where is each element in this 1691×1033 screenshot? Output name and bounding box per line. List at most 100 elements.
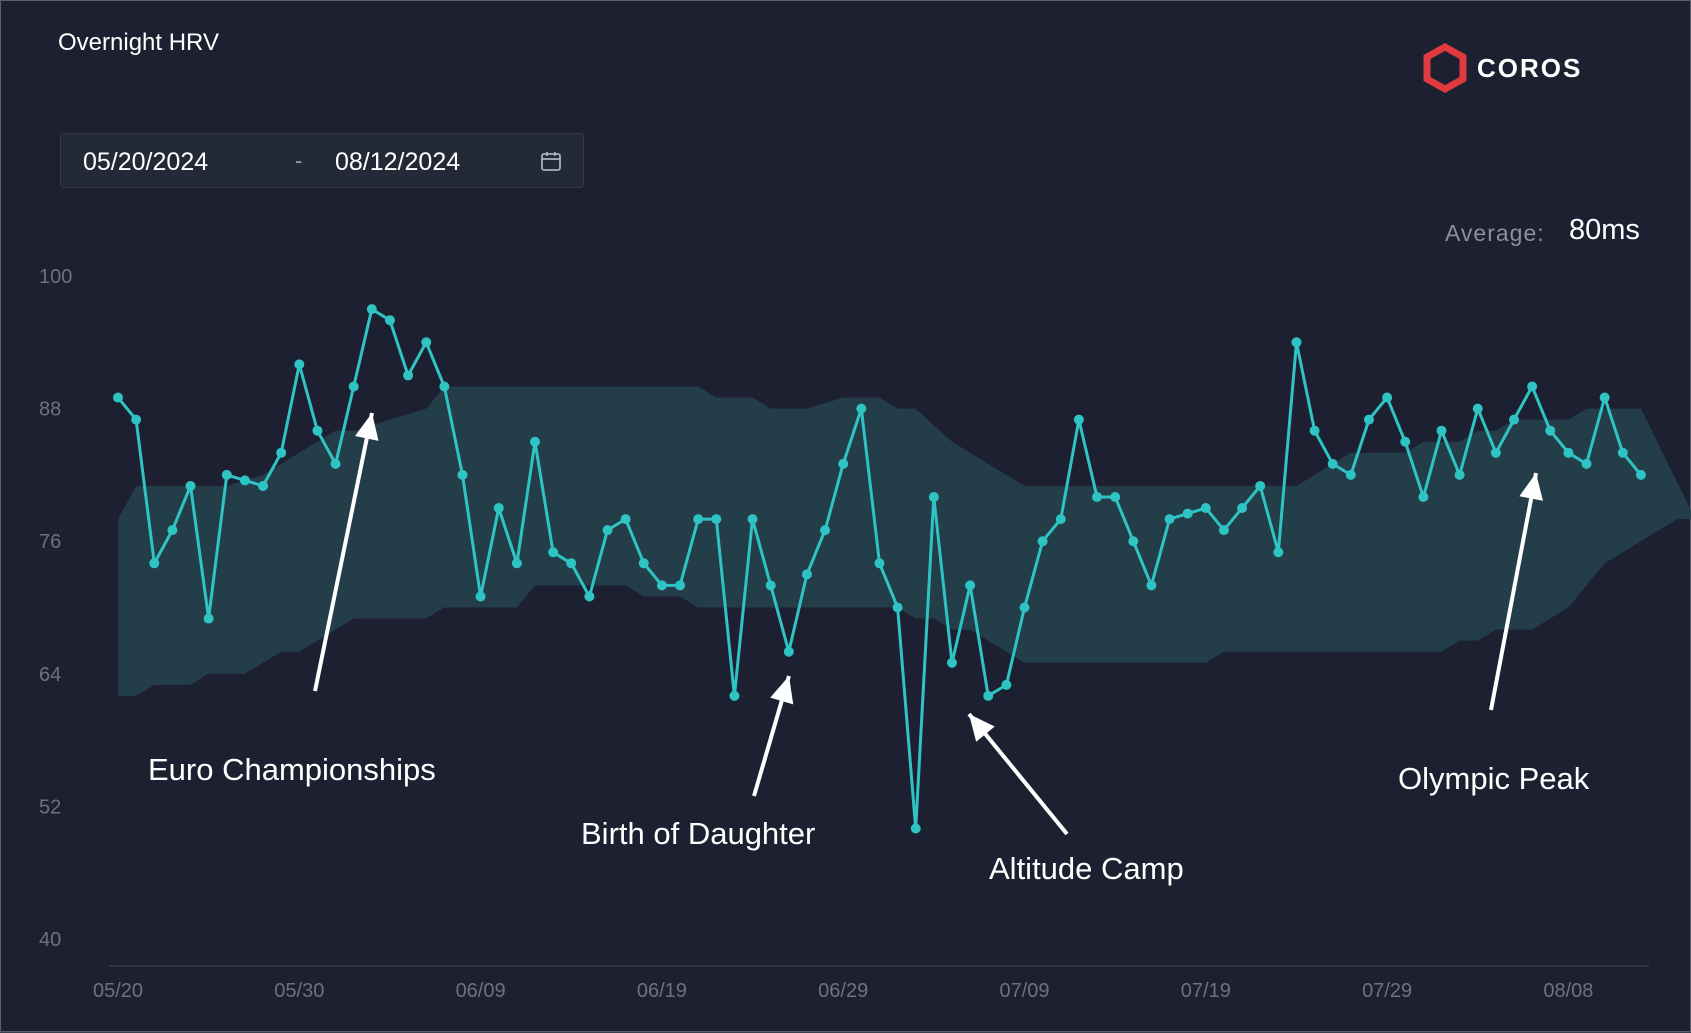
y-tick-label: 52 [39,796,61,818]
hrv-point[interactable] [783,646,794,657]
hrv-point[interactable] [221,469,232,480]
hrv-point[interactable] [511,558,522,569]
hrv-point[interactable] [656,580,667,591]
hrv-point[interactable] [1490,447,1501,458]
hrv-point[interactable] [856,403,867,414]
hrv-point[interactable] [239,475,250,486]
hrv-point[interactable] [1273,547,1284,558]
hrv-point[interactable] [1418,492,1429,502]
hrv-point[interactable] [693,514,704,525]
average-value: 80ms [1569,214,1640,246]
hrv-point[interactable] [366,304,377,315]
hrv-point[interactable] [1436,425,1447,436]
hrv-point[interactable] [928,492,939,502]
hrv-point[interactable] [820,525,831,536]
annotation-arrowhead [969,714,995,742]
hrv-point[interactable] [1527,381,1538,392]
hrv-point[interactable] [892,602,903,613]
hrv-point[interactable] [1037,536,1048,547]
hrv-point[interactable] [566,558,577,569]
hrv-point[interactable] [1345,469,1356,480]
hrv-point[interactable] [584,591,595,602]
logo-wordmark: COROS [1477,53,1582,83]
hrv-point[interactable] [983,690,994,701]
hrv-point[interactable] [965,580,976,591]
hrv-point[interactable] [475,591,486,602]
date-range-picker[interactable]: 05/20/2024 - 08/12/2024 [60,133,584,188]
hrv-point[interactable] [421,337,432,348]
hrv-point[interactable] [1635,469,1646,480]
page-title: Overnight HRV [58,29,219,56]
hrv-point[interactable] [874,558,885,569]
hrv-point[interactable] [602,525,613,536]
hrv-point[interactable] [203,613,214,624]
hrv-point[interactable] [1200,503,1211,514]
hrv-point[interactable] [1581,458,1592,469]
hrv-point[interactable] [149,558,160,569]
hrv-point[interactable] [801,569,812,580]
hrv-point[interactable] [1110,492,1121,502]
hrv-point[interactable] [348,381,359,392]
hrv-point[interactable] [747,514,758,525]
end-date-input[interactable]: 08/12/2024 [335,148,461,176]
hrv-point[interactable] [765,580,776,591]
hrv-point[interactable] [1309,425,1320,436]
hrv-point[interactable] [1182,508,1193,519]
hrv-point[interactable] [330,458,341,469]
hrv-point[interactable] [1454,469,1465,480]
hrv-point[interactable] [1599,392,1610,403]
hrv-point[interactable] [1617,447,1628,458]
hrv-point[interactable] [1545,425,1556,436]
hrv-point[interactable] [1055,514,1066,525]
hrv-point[interactable] [1400,436,1411,447]
calendar-icon[interactable] [539,149,563,173]
hrv-point[interactable] [946,657,957,668]
hrv-point[interactable] [258,480,269,491]
hrv-point[interactable] [1509,414,1520,425]
x-tick-label: 08/08 [1543,980,1593,1002]
hrv-point[interactable] [1164,514,1175,525]
hrv-point[interactable] [1327,458,1338,469]
hrv-point[interactable] [167,525,178,536]
hrv-point[interactable] [276,447,287,458]
hrv-point[interactable] [1382,392,1393,403]
hrv-point[interactable] [838,458,849,469]
hrv-point[interactable] [675,580,686,591]
hrv-point[interactable] [1291,337,1302,348]
hrv-point[interactable] [439,381,450,392]
hrv-point[interactable] [1073,414,1084,425]
hrv-point[interactable] [294,359,305,370]
hrv-point[interactable] [185,480,196,491]
hrv-point[interactable] [1128,536,1139,547]
hrv-point[interactable] [910,823,921,834]
hrv-point[interactable] [729,690,740,701]
hrv-point[interactable] [529,436,540,447]
start-date-input[interactable]: 05/20/2024 [83,148,209,176]
hrv-point[interactable] [457,469,468,480]
annotations: Euro Championships Birth of Daughter Altit… [148,412,1590,886]
hrv-point[interactable] [1563,447,1574,458]
hrv-point[interactable] [131,414,142,425]
hrv-point[interactable] [493,503,504,514]
hrv-point[interactable] [312,425,323,436]
hrv-point[interactable] [1092,492,1103,502]
hrv-point[interactable] [1472,403,1483,414]
hrv-point[interactable] [403,370,414,381]
hrv-point[interactable] [1146,580,1157,591]
hrv-point[interactable] [1218,525,1229,536]
hrv-point[interactable] [1363,414,1374,425]
hrv-point[interactable] [384,315,395,326]
hrv-point[interactable] [548,547,559,558]
hrv-point[interactable] [1019,602,1030,613]
annotation-arrow [313,412,374,692]
hrv-point[interactable] [1001,679,1012,690]
hrv-point[interactable] [1255,480,1266,491]
hrv-point[interactable] [1237,503,1248,514]
hrv-point[interactable] [620,514,631,525]
hrv-point[interactable] [711,514,722,525]
y-tick-label: 88 [39,399,61,421]
hrv-point[interactable] [638,558,649,569]
hrv-point[interactable] [113,392,123,403]
x-tick-label: 06/09 [456,980,506,1002]
